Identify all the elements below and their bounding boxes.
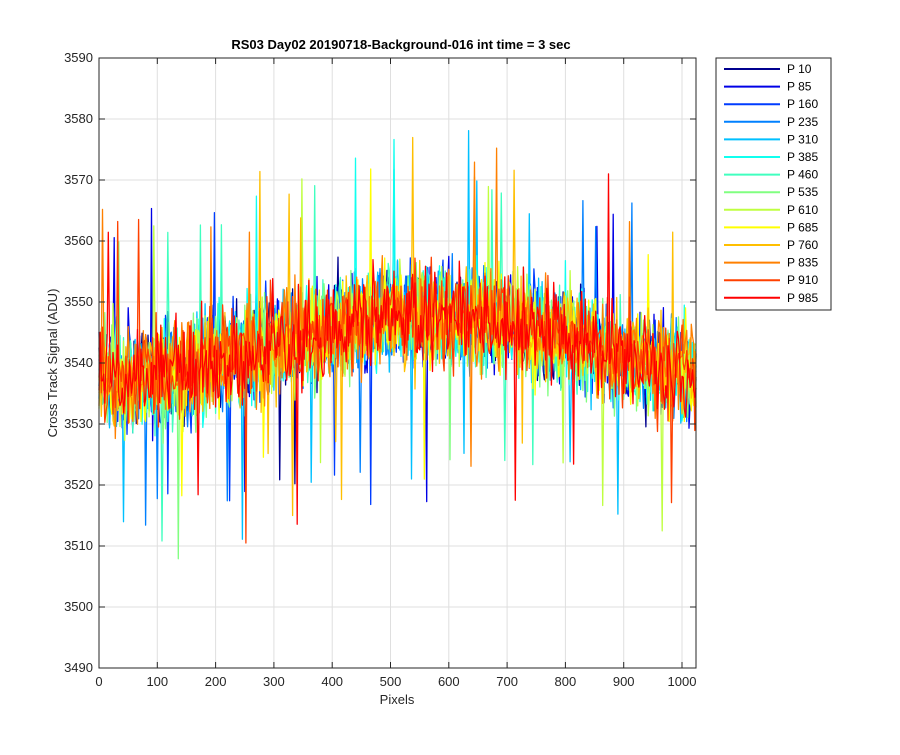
y-tick-label: 3530 — [64, 416, 93, 431]
x-tick-label: 400 — [321, 674, 343, 689]
x-tick-label: 800 — [555, 674, 577, 689]
y-tick-label: 3590 — [64, 50, 93, 65]
y-tick-label: 3570 — [64, 172, 93, 187]
legend-label: P 535 — [787, 185, 818, 199]
legend-label: P 385 — [787, 150, 818, 164]
y-tick-label: 3550 — [64, 294, 93, 309]
legend-label: P 310 — [787, 132, 818, 146]
series-lines — [98, 130, 697, 560]
legend-label: P 10 — [787, 62, 812, 76]
legend-label: P 985 — [787, 291, 818, 305]
y-tick-label: 3520 — [64, 477, 93, 492]
y-tick-label: 3580 — [64, 111, 93, 126]
x-tick-label: 600 — [438, 674, 460, 689]
x-tick-label: 0 — [95, 674, 102, 689]
legend-label: P 160 — [787, 97, 818, 111]
axis-ticks: 0 100 200 300 400 500 600 700 800 900 1000 3490 3500… — [64, 50, 696, 689]
y-tick-label: 3490 — [64, 660, 93, 675]
legend-label: P 460 — [787, 168, 818, 182]
y-axis-label: Cross Track Signal (ADU) — [45, 289, 60, 438]
legend-label: P 235 — [787, 115, 818, 129]
legend-label: P 910 — [787, 273, 818, 287]
y-tick-label: 3510 — [64, 538, 93, 553]
chart-title: RS03 Day02 20190718-Background-016 int t… — [231, 37, 570, 52]
x-tick-label: 900 — [613, 674, 635, 689]
x-tick-label: 200 — [205, 674, 227, 689]
y-tick-label: 3500 — [64, 599, 93, 614]
legend-label: P 760 — [787, 238, 818, 252]
legend: P 10 P 85 P 160 P 235 P 310 P 385 P 460 P 535 P … — [715, 57, 832, 311]
series-line-p-985 — [98, 173, 697, 525]
x-tick-label: 100 — [146, 674, 168, 689]
y-tick-label: 3540 — [64, 355, 93, 370]
y-tick-label: 3560 — [64, 233, 93, 248]
x-axis-label: Pixels — [380, 692, 415, 707]
x-tick-label: 500 — [380, 674, 402, 689]
x-tick-label: 300 — [263, 674, 285, 689]
legend-label: P 835 — [787, 256, 818, 270]
x-tick-label: 700 — [496, 674, 518, 689]
legend-label: P 610 — [787, 203, 818, 217]
x-tick-label: 1000 — [668, 674, 697, 689]
legend-label: P 85 — [787, 80, 812, 94]
legend-label: P 685 — [787, 220, 818, 234]
legend-box — [715, 57, 832, 311]
